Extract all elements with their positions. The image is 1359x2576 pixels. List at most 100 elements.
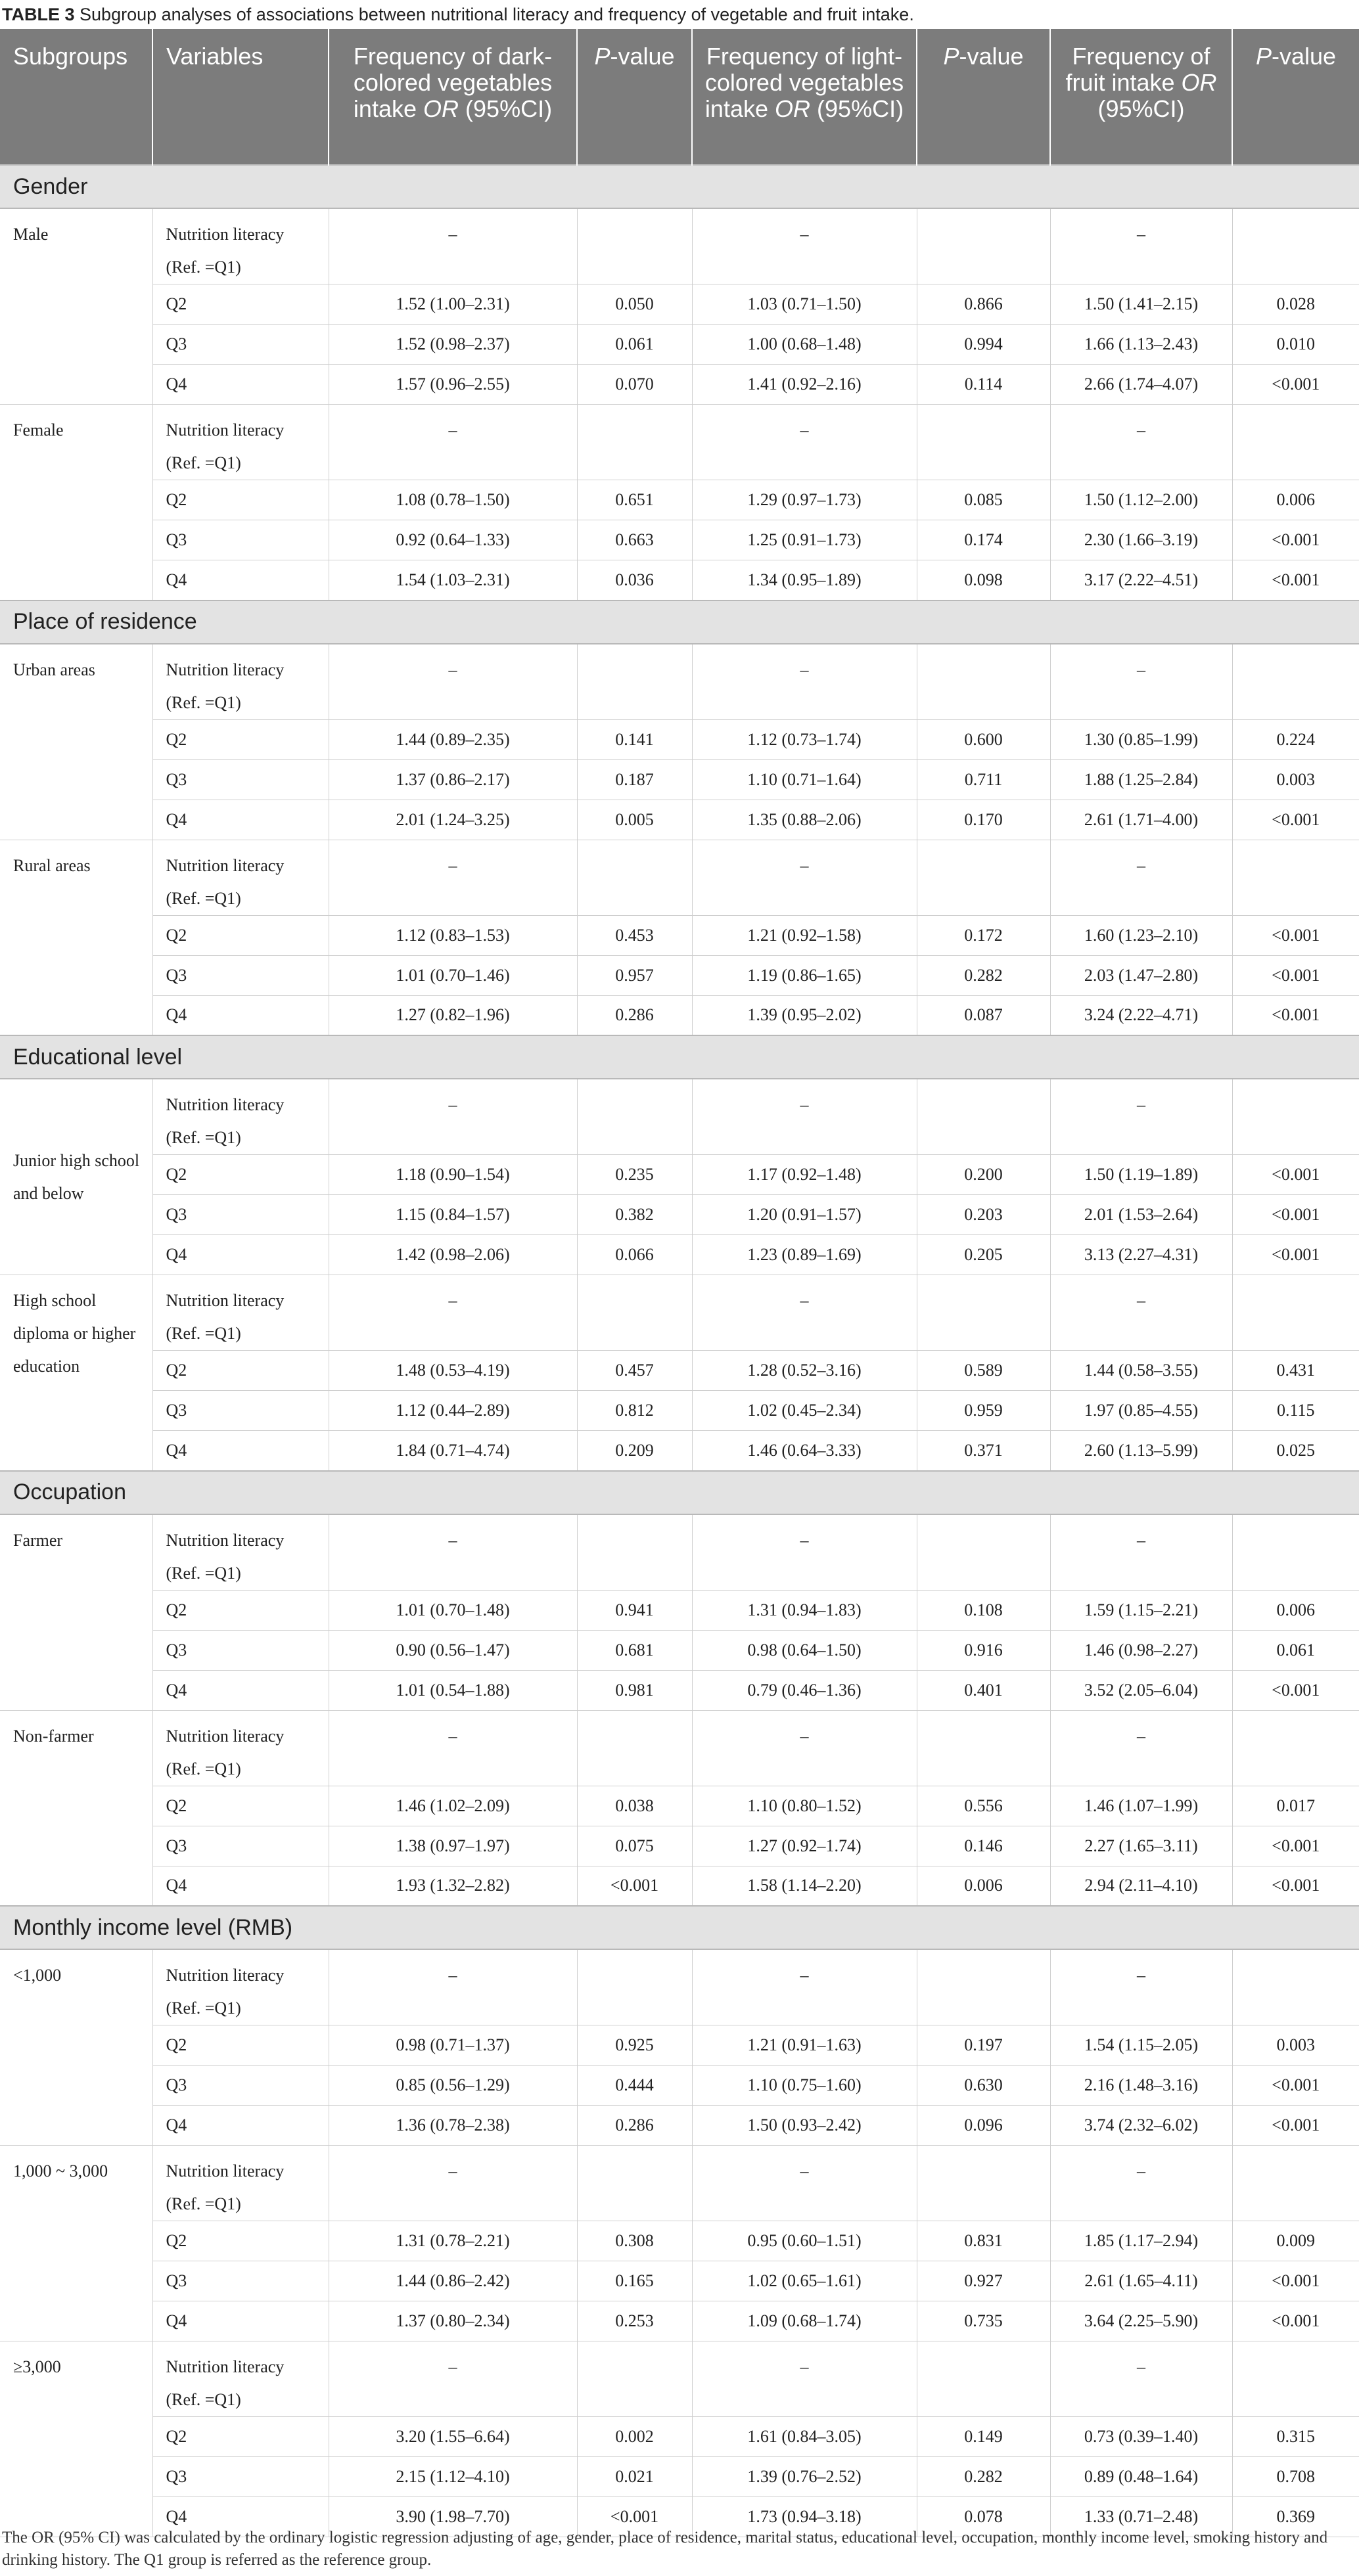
light-p-value: 0.994 (917, 324, 1051, 365)
empty-cell (917, 643, 1051, 720)
dark-p-value: 0.038 (577, 1786, 693, 1826)
table-row: Q2 0.98 (0.71–1.37) 0.925 1.21 (0.91–1.63) 0… (0, 2025, 1359, 2066)
table-row: Q2 1.48 (0.53–4.19) 0.457 1.28 (0.52–3.16) 0… (0, 1350, 1359, 1391)
quartile-label: Q3 (152, 955, 329, 996)
light-p-value: 0.200 (917, 1154, 1051, 1195)
dark-p-value: 0.382 (577, 1194, 693, 1235)
fruit-p-value: 0.003 (1232, 2025, 1359, 2066)
table-row: Q4 1.42 (0.98–2.06) 0.066 1.23 (0.89–1.69) 0… (0, 1234, 1359, 1275)
reference-row: Farmer Nutrition literacy (Ref. =Q1) – – – (0, 1514, 1359, 1711)
quartile-label: Q2 (152, 2221, 329, 2261)
empty-cell (1232, 1710, 1359, 1786)
fruit-or-ci: 2.03 (1.47–2.80) (1050, 955, 1233, 996)
light-or-ci: 1.09 (0.68–1.74) (692, 2301, 917, 2341)
fruit-or-ci: 1.44 (0.58–3.55) (1050, 1350, 1233, 1391)
quartile-label: Q3 (152, 2456, 329, 2497)
fruit-p-value: 0.010 (1232, 324, 1359, 365)
dark-p-value: 0.957 (577, 955, 693, 996)
reference-label-line2: (Ref. =Q1) (166, 888, 241, 908)
reference-row: <1,000 Nutrition literacy (Ref. =Q1) – – – (0, 1949, 1359, 2146)
quartile-label: Q4 (152, 364, 329, 405)
dark-p-value: 0.663 (577, 520, 693, 560)
dark-or-ci: 1.36 (0.78–2.38) (329, 2105, 578, 2146)
subgroup-name: Female (0, 404, 153, 600)
dark-or-ci: 1.12 (0.83–1.53) (329, 915, 578, 956)
section-title: Occupation (0, 1470, 1359, 1515)
dark-or-ci: 1.01 (0.54–1.88) (329, 1670, 578, 1711)
quartile-label: Q3 (152, 2065, 329, 2106)
quartile-label: Q3 (152, 2261, 329, 2301)
dark-p-value: 0.453 (577, 915, 693, 956)
reference-dash: – (329, 840, 578, 916)
table-row: Q2 1.52 (1.00–2.31) 0.050 1.03 (0.71–1.50) 0… (0, 284, 1359, 325)
light-p-value: 0.114 (917, 364, 1051, 405)
header-p-value-dark: P-value (577, 29, 693, 165)
dark-or-ci: 3.20 (1.55–6.64) (329, 2416, 578, 2457)
fruit-p-value: <0.001 (1232, 915, 1359, 956)
reference-dash: – (1050, 208, 1233, 284)
light-or-ci: 1.23 (0.89–1.69) (692, 1234, 917, 1275)
fruit-p-value: 0.017 (1232, 1786, 1359, 1826)
table-row: Q4 1.37 (0.80–2.34) 0.253 1.09 (0.68–1.74) 0… (0, 2301, 1359, 2341)
fruit-or-ci: 0.89 (0.48–1.64) (1050, 2456, 1233, 2497)
dark-or-ci: 1.31 (0.78–2.21) (329, 2221, 578, 2261)
fruit-or-ci: 1.46 (0.98–2.27) (1050, 1630, 1233, 1671)
fruit-p-value: 0.006 (1232, 1590, 1359, 1631)
fruit-p-value: <0.001 (1232, 955, 1359, 996)
empty-cell (1232, 643, 1359, 720)
table-row: Q3 1.38 (0.97–1.97) 0.075 1.27 (0.92–1.74) 0… (0, 1826, 1359, 1866)
fruit-p-value: 0.009 (1232, 2221, 1359, 2261)
light-p-value: 0.401 (917, 1670, 1051, 1711)
empty-cell (917, 1514, 1051, 1591)
reference-dash: – (692, 2145, 917, 2221)
reference-dash: – (329, 1514, 578, 1591)
light-or-ci: 1.31 (0.94–1.83) (692, 1590, 917, 1631)
fruit-p-value: <0.001 (1232, 364, 1359, 405)
dark-or-ci: 0.85 (0.56–1.29) (329, 2065, 578, 2106)
light-p-value: 0.203 (917, 1194, 1051, 1235)
section-title: Educational level (0, 1035, 1359, 1079)
subgroup-name: Rural areas (0, 840, 153, 1036)
fruit-or-ci: 2.94 (2.11–4.10) (1050, 1866, 1233, 1907)
fruit-p-value: 0.315 (1232, 2416, 1359, 2457)
reference-dash: – (329, 1949, 578, 2025)
quartile-label: Q4 (152, 2497, 329, 2537)
light-or-ci: 1.10 (0.75–1.60) (692, 2065, 917, 2106)
fruit-p-value: <0.001 (1232, 560, 1359, 600)
reference-row: Female Nutrition literacy (Ref. =Q1) – – – (0, 404, 1359, 600)
reference-row: Rural areas Nutrition literacy (Ref. =Q1) –… (0, 840, 1359, 1036)
table-row: Q3 1.52 (0.98–2.37) 0.061 1.00 (0.68–1.48) 0… (0, 324, 1359, 365)
reference-label: Nutrition literacy (Ref. =Q1) (152, 2145, 329, 2221)
dark-or-ci: 0.92 (0.64–1.33) (329, 520, 578, 560)
dark-p-value: 0.812 (577, 1390, 693, 1431)
subgroup-name: <1,000 (0, 1949, 153, 2146)
empty-cell (1232, 840, 1359, 916)
light-p-value: 0.197 (917, 2025, 1051, 2066)
fruit-or-ci: 1.54 (1.15–2.05) (1050, 2025, 1233, 2066)
dark-p-value: 0.286 (577, 2105, 693, 2146)
light-or-ci: 1.00 (0.68–1.48) (692, 324, 917, 365)
reference-label-line2: (Ref. =Q1) (166, 1324, 241, 1343)
fruit-or-ci: 2.61 (1.71–4.00) (1050, 800, 1233, 840)
dark-p-value: 0.253 (577, 2301, 693, 2341)
light-p-value: 0.927 (917, 2261, 1051, 2301)
header-subgroups: Subgroups (0, 29, 153, 165)
reference-label-line2: (Ref. =Q1) (166, 1759, 241, 1778)
light-or-ci: 1.25 (0.91–1.73) (692, 520, 917, 560)
section-title: Place of residence (0, 599, 1359, 644)
fruit-or-ci: 2.60 (1.13–5.99) (1050, 1430, 1233, 1471)
reference-label-line1: Nutrition literacy (166, 420, 285, 440)
light-or-ci: 1.61 (0.84–3.05) (692, 2416, 917, 2457)
reference-row: 1,000 ~ 3,000 Nutrition literacy (Ref. =Q1… (0, 2145, 1359, 2341)
light-p-value: 0.096 (917, 2105, 1051, 2146)
reference-dash: – (1050, 1949, 1233, 2025)
quartile-label: Q3 (152, 324, 329, 365)
fruit-p-value: <0.001 (1232, 1670, 1359, 1711)
dark-p-value: 0.165 (577, 2261, 693, 2301)
dark-or-ci: 1.52 (0.98–2.37) (329, 324, 578, 365)
section-row: Educational level (0, 1035, 1359, 1079)
fruit-p-value: 0.028 (1232, 284, 1359, 325)
dark-or-ci: 1.12 (0.44–2.89) (329, 1390, 578, 1431)
reference-label-line1: Nutrition literacy (166, 855, 285, 875)
light-or-ci: 0.79 (0.46–1.36) (692, 1670, 917, 1711)
